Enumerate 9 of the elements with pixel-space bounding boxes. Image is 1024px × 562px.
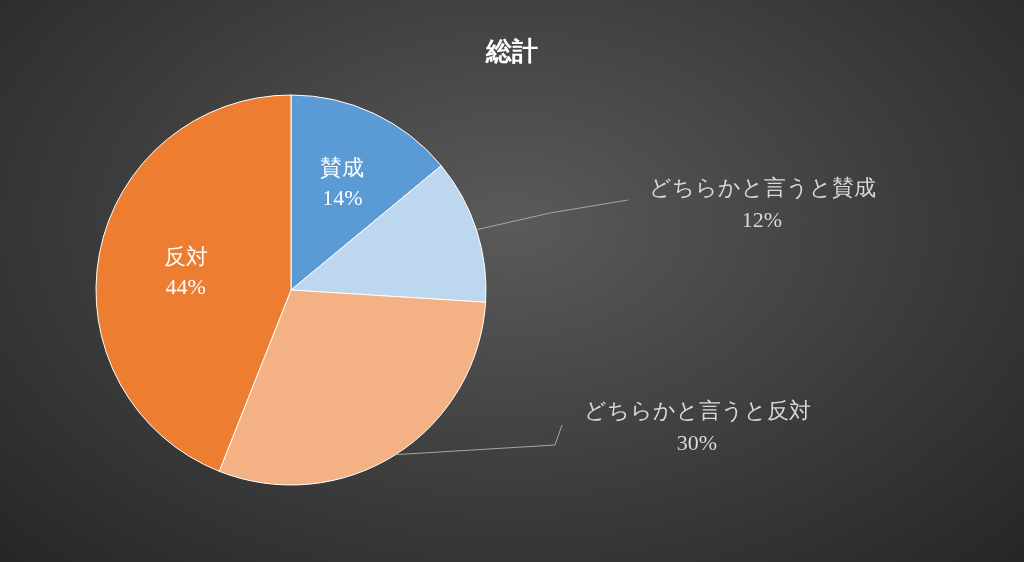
- chart-title: 総計: [485, 37, 538, 66]
- slice-label: 反対: [163, 243, 208, 269]
- data-label: 12%: [741, 207, 783, 232]
- slice-label: どちらかと言うと反対: [583, 398, 811, 423]
- slice-label: 賛成: [320, 154, 365, 180]
- data-label: 30%: [676, 430, 718, 455]
- data-label: 14%: [322, 184, 363, 210]
- data-label: 44%: [165, 273, 206, 299]
- slice-label: どちらかと言うと賛成: [648, 175, 876, 200]
